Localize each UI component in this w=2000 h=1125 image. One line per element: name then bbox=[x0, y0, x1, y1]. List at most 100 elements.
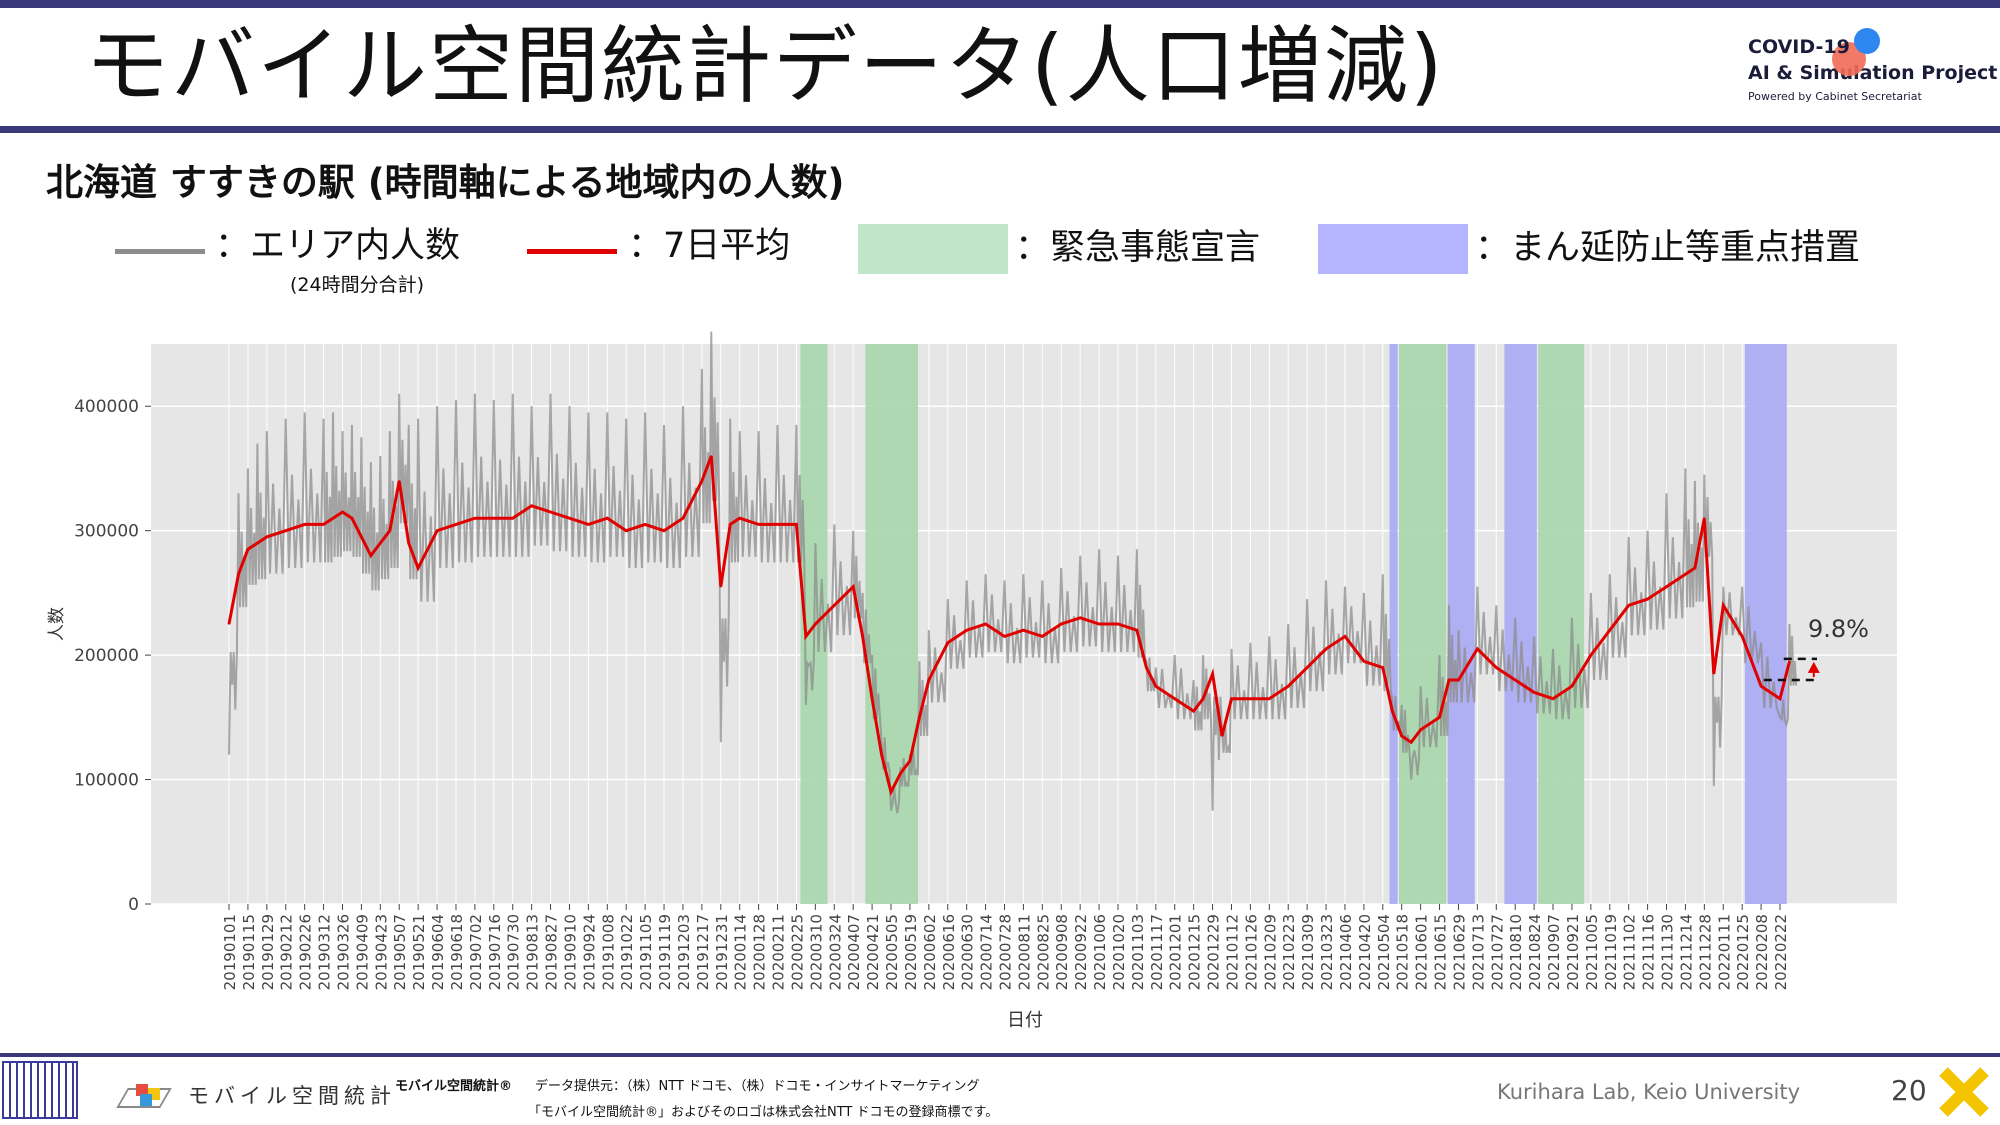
x-tick-label: 20220222 bbox=[1772, 914, 1790, 990]
x-tick-label: 20220125 bbox=[1734, 914, 1752, 990]
emergency-period-band bbox=[865, 344, 919, 904]
series-area-count bbox=[228, 331, 1798, 814]
moving-average-point bbox=[266, 536, 268, 538]
logo-line1: COVID-19 bbox=[1748, 36, 1850, 58]
legend-gray-swatch bbox=[115, 249, 205, 254]
x-tick-label: 20210727 bbox=[1488, 914, 1506, 990]
moving-average-point bbox=[1694, 567, 1696, 569]
x-tick-label: 20210126 bbox=[1242, 914, 1260, 990]
moving-average-point bbox=[805, 635, 807, 638]
footer-trademark: 「モバイル空間統計®」およびそのロゴは株式会社NTT ドコモの登録商標です。 bbox=[528, 1105, 999, 1120]
y-axis: 0 100000 200000 300000 400000 bbox=[74, 397, 151, 915]
moving-average-point bbox=[436, 529, 438, 532]
moving-average-point bbox=[1287, 685, 1290, 688]
moving-average-point bbox=[1438, 716, 1441, 719]
logo-line3: Powered by Cabinet Secretariat bbox=[1748, 90, 1922, 103]
x-tick-label: 20201215 bbox=[1186, 914, 1204, 990]
moving-average-point bbox=[946, 641, 949, 644]
moving-average-point bbox=[1741, 635, 1743, 638]
legend-gray-sublabel: (24時間分合計) bbox=[290, 274, 425, 296]
moving-average-point bbox=[493, 517, 495, 520]
x-tick-label: 20190521 bbox=[410, 914, 428, 990]
moving-average-point bbox=[455, 523, 457, 526]
logo-blue-dot-icon bbox=[1854, 28, 1880, 54]
legend-green-swatch bbox=[858, 224, 1008, 274]
moving-average-point bbox=[1079, 616, 1081, 619]
x-tick-label: 20200407 bbox=[845, 914, 863, 990]
x-tick-label: 20201103 bbox=[1129, 914, 1147, 990]
x-tick-label: 20210420 bbox=[1356, 914, 1374, 990]
moving-average-point bbox=[1060, 623, 1063, 625]
x-tick-label: 20200908 bbox=[1053, 914, 1071, 990]
moving-average-point bbox=[909, 760, 911, 762]
x-tick-label: 20200114 bbox=[732, 914, 750, 990]
x-tick-label: 20190326 bbox=[334, 914, 352, 990]
moving-average-point bbox=[625, 529, 628, 532]
legend-red-label: ：7日平均 bbox=[628, 226, 791, 266]
moving-average-point bbox=[1410, 741, 1412, 744]
moving-average-point bbox=[1325, 648, 1327, 650]
moving-average-point bbox=[247, 548, 249, 551]
moving-average-point bbox=[256, 542, 259, 544]
x-tick-label: 20200421 bbox=[864, 914, 882, 990]
x-tick-label: 20191203 bbox=[675, 914, 693, 990]
moving-average-point bbox=[360, 536, 363, 538]
moving-average-point bbox=[984, 623, 987, 625]
lab-logo-icon bbox=[2, 1061, 78, 1119]
x-tick-label: 20200128 bbox=[751, 914, 769, 990]
x-tick-label: 20210518 bbox=[1394, 914, 1412, 990]
moving-average-point bbox=[1590, 654, 1592, 656]
x-tick-label: 20201117 bbox=[1148, 914, 1166, 990]
x-tick-label: 20201201 bbox=[1167, 914, 1185, 990]
x-tick-label: 20210309 bbox=[1299, 914, 1317, 990]
moving-average-point bbox=[1268, 697, 1271, 700]
x-tick-label: 20201020 bbox=[1110, 914, 1128, 990]
priority-measure-band bbox=[1744, 344, 1787, 904]
priority-measure-band bbox=[1389, 344, 1398, 904]
priority-measure-band bbox=[1447, 344, 1475, 904]
moving-average-point bbox=[1003, 635, 1006, 638]
x-tick-label: 20201229 bbox=[1205, 914, 1223, 990]
x-tick-label: 20200728 bbox=[997, 914, 1015, 990]
x-tick-label: 20220208 bbox=[1753, 914, 1771, 990]
moving-average-point bbox=[1646, 598, 1649, 600]
moving-average-point bbox=[1788, 660, 1791, 663]
moving-average-point bbox=[1476, 648, 1479, 650]
moving-average-point bbox=[1391, 710, 1394, 712]
area-count-line bbox=[228, 331, 1798, 814]
moving-average-point bbox=[701, 480, 703, 482]
moving-average-point bbox=[341, 511, 344, 513]
moving-average-point bbox=[710, 455, 713, 457]
x-tick-label: 20190312 bbox=[316, 914, 334, 990]
x-tick-label: 20200714 bbox=[978, 914, 996, 990]
moving-average-point bbox=[407, 542, 410, 544]
y-tick-label: 200000 bbox=[74, 646, 139, 666]
x-tick-label: 20210504 bbox=[1375, 914, 1393, 990]
x-tick-label: 20211214 bbox=[1677, 914, 1695, 990]
x-tick-label: 20211102 bbox=[1621, 914, 1639, 990]
x-tick-label: 20190226 bbox=[297, 914, 315, 990]
moving-average-point bbox=[549, 511, 552, 513]
moving-average-point bbox=[1457, 679, 1460, 681]
y-axis-label: 人数 bbox=[47, 607, 67, 641]
x-tick-label: 20191217 bbox=[694, 914, 712, 990]
moving-average-point bbox=[1306, 666, 1308, 669]
moving-average-point bbox=[1221, 735, 1223, 737]
x-tick-label: 20200616 bbox=[940, 914, 958, 990]
x-tick-label: 20211005 bbox=[1583, 914, 1601, 990]
moving-average-point bbox=[1173, 697, 1176, 700]
x-tick-label: 20220111 bbox=[1715, 914, 1733, 990]
x-tick-label: 20190716 bbox=[486, 914, 504, 990]
moving-average-point bbox=[729, 523, 732, 526]
keio-x-logo-icon bbox=[1938, 1067, 1989, 1117]
moving-average-point bbox=[871, 697, 873, 700]
moving-average-point bbox=[568, 517, 571, 520]
moving-average-point bbox=[682, 517, 684, 520]
change-percent-label: 9.8% bbox=[1808, 615, 1869, 643]
moving-average-point bbox=[379, 542, 382, 544]
x-tick-label: 20211130 bbox=[1659, 914, 1677, 990]
x-tick-label: 20210713 bbox=[1469, 914, 1487, 990]
page-title: モバイル空間統計データ(人口増減) bbox=[85, 17, 1445, 115]
moving-average-point bbox=[918, 716, 921, 719]
